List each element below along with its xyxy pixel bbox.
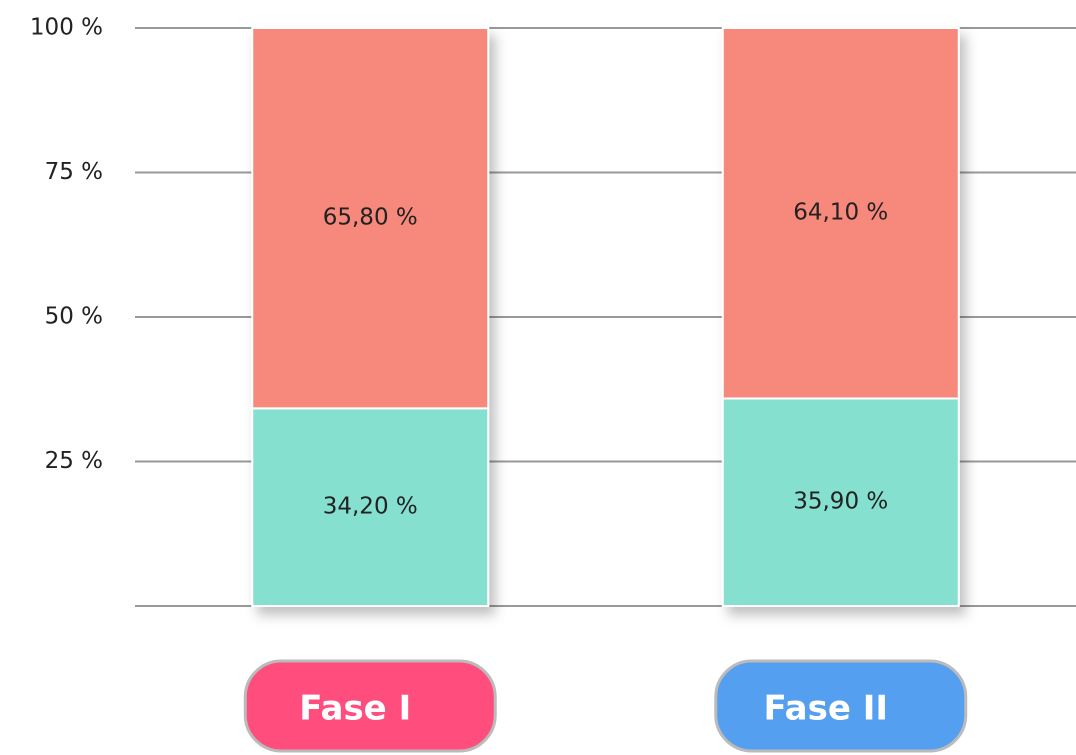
category-button <box>714 659 968 753</box>
bar-stack <box>251 27 490 607</box>
y-tick-label: 25 % <box>45 448 103 474</box>
value-label: 65,80 % <box>323 205 418 231</box>
value-label: 35,90 % <box>793 489 888 515</box>
bar-stack <box>721 27 960 607</box>
x-tick-label: Fase I <box>299 689 411 729</box>
category-button <box>243 659 497 753</box>
bar-segment <box>251 27 490 410</box>
bar-segment <box>721 397 960 607</box>
y-tick-label: 100 % <box>30 15 103 41</box>
y-tick-label: 75 % <box>45 159 103 185</box>
bar-segment <box>251 407 490 607</box>
value-label: 34,20 % <box>323 494 418 520</box>
y-tick-label: 50 % <box>45 304 103 330</box>
x-tick-label: Fase II <box>763 689 888 729</box>
value-label: 64,10 % <box>793 200 888 226</box>
bar-segment <box>721 27 960 400</box>
